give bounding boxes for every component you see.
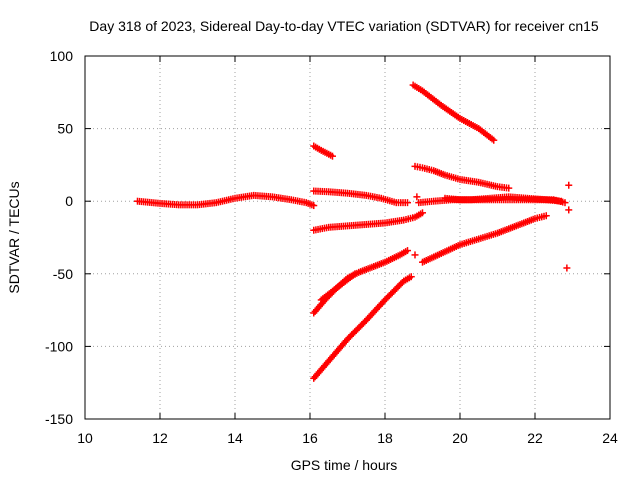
data-point-arc-4 [398, 216, 406, 224]
data-point-arc-8 [488, 135, 496, 143]
data-point-arc-8 [473, 124, 481, 132]
data-point-arc-2 [327, 151, 335, 159]
data-point-isolated [565, 181, 573, 189]
y-tick-label: 100 [50, 48, 74, 64]
x-tick-label: 22 [527, 430, 543, 446]
data-point-arc-9 [416, 163, 424, 171]
data-point-arc-11 [540, 212, 548, 220]
chart-title: Day 318 of 2023, Sidereal Day-to-day VTE… [89, 18, 599, 34]
data-point-arc-12 [559, 198, 567, 206]
data-point-arc-11 [529, 215, 537, 223]
data-point-arc-9 [439, 170, 447, 178]
x-tick-label: 12 [152, 430, 168, 446]
y-tick-label: -150 [45, 411, 73, 427]
x-tick-label: 20 [452, 430, 468, 446]
x-tick-label: 14 [227, 430, 243, 446]
y-tick-label: 0 [65, 193, 73, 209]
data-point-arc-8 [417, 86, 425, 94]
data-point-arc-11 [435, 250, 443, 258]
data-point-arc-1 [300, 198, 308, 206]
x-tick-label: 10 [77, 430, 93, 446]
data-point-isolated [411, 251, 419, 259]
x-axis-label: GPS time / hours [291, 457, 398, 473]
y-tick-label: -100 [45, 338, 73, 354]
data-point-arc-3 [375, 194, 383, 202]
data-point-arc-5 [341, 338, 349, 346]
data-point-arc-11 [454, 242, 462, 250]
data-point-arc-5 [405, 274, 413, 282]
axis-ticks: 10 12 14 16 18 20 22 24 -150 -100 -50 0 50 100 [45, 48, 618, 446]
data-point-arc-9 [473, 178, 481, 186]
data-point-arc-5 [359, 319, 367, 327]
data-point-arc-6 [364, 265, 372, 273]
data-points [134, 81, 573, 382]
y-tick-label: 50 [57, 121, 73, 137]
data-point-arc-3 [401, 199, 409, 207]
data-point-arc-5 [378, 299, 386, 307]
data-point-arc-5 [397, 280, 405, 288]
x-tick-label: 16 [302, 430, 318, 446]
data-point-arc-9 [428, 166, 435, 174]
plot-frame [84, 55, 611, 420]
data-point-arc-11 [510, 223, 518, 231]
data-point-arc-6 [394, 252, 402, 260]
data-point-arc-9 [503, 184, 510, 192]
data-point-arc-11 [473, 236, 481, 244]
data-point-isolated [565, 206, 573, 214]
data-point-arc-1 [308, 201, 316, 209]
y-axis-label: SDTVAR / TECUs [6, 181, 22, 293]
data-point-arc-8 [454, 113, 462, 121]
data-point-arc-4 [409, 214, 417, 222]
data-point-arc-1 [229, 195, 237, 203]
data-point-arc-7 [349, 271, 357, 279]
x-tick-label: 24 [602, 430, 618, 446]
data-point-arc-9 [454, 175, 462, 183]
data-point-arc-11 [491, 230, 499, 238]
y-tick-label: -50 [53, 266, 73, 282]
data-point-isolated [413, 193, 421, 201]
data-point-arc-6 [402, 248, 410, 256]
data-point-arc-4 [417, 210, 425, 218]
data-point-arc-2 [315, 145, 323, 153]
data-point-arc-9 [491, 182, 499, 190]
data-point-isolated [563, 264, 571, 272]
data-point-arc-6 [379, 259, 387, 267]
x-tick-label: 18 [377, 430, 393, 446]
